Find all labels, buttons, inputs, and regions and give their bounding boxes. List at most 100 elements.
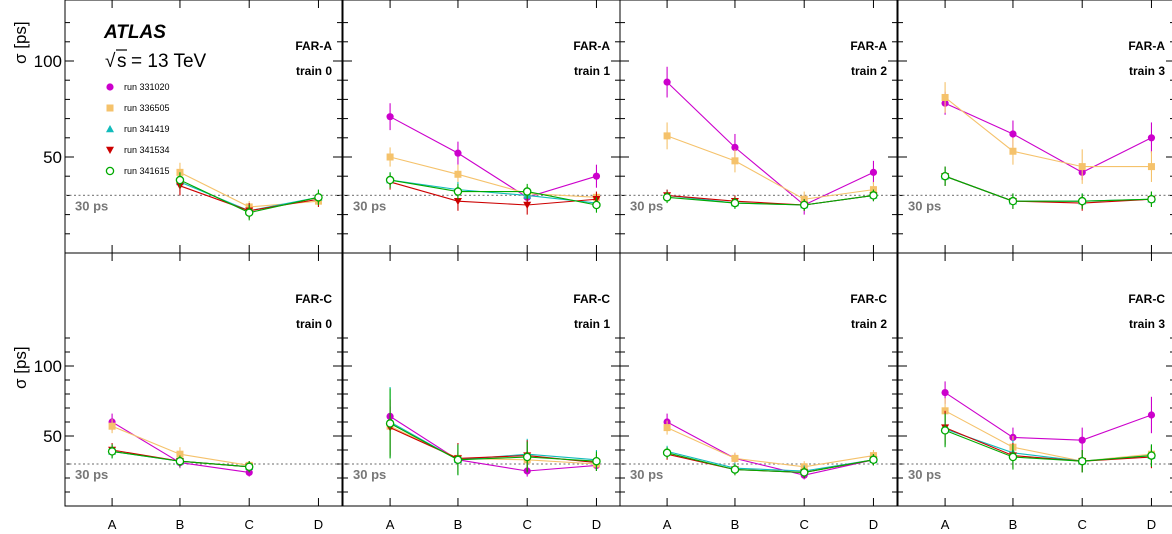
series-run-341534 xyxy=(663,448,878,478)
data-point xyxy=(1078,163,1086,171)
reference-label: 30 ps xyxy=(630,467,663,482)
data-point xyxy=(385,419,395,428)
series-line xyxy=(944,175,1152,202)
legend-entry: run 331020 xyxy=(106,82,170,92)
panel-frame xyxy=(619,0,898,254)
legend-marker xyxy=(105,166,115,176)
x-tick-label: D xyxy=(1147,517,1156,532)
series-line xyxy=(389,425,597,465)
data-point xyxy=(244,208,254,217)
series-run-331020 xyxy=(108,413,253,477)
panel-far-a-train2: 30 ps FAR-A train 2 xyxy=(619,0,898,254)
panel-data xyxy=(175,162,323,221)
x-tick-label: D xyxy=(592,517,601,532)
x-tick-label: B xyxy=(454,517,463,532)
y-axis-label-top: σ [ps] xyxy=(11,21,30,64)
data-point xyxy=(592,172,601,180)
panel-side-label: FAR-A xyxy=(573,39,610,53)
legend: run 331020 run 336505 run 341419 run 341534… xyxy=(105,82,170,176)
data-point xyxy=(1147,194,1156,204)
y-axis-label-bottom: σ [ps] xyxy=(11,346,30,389)
series-run-341419 xyxy=(663,445,878,477)
data-point xyxy=(1147,451,1156,460)
legend-label: run 341419 xyxy=(124,124,170,134)
series-line xyxy=(389,181,597,206)
series-run-341615 xyxy=(385,388,601,476)
series-line xyxy=(666,421,874,476)
data-point xyxy=(799,468,809,477)
legend-entry: run 341419 xyxy=(106,124,170,134)
data-point xyxy=(1147,411,1156,419)
series-line xyxy=(666,81,874,206)
series-run-341419 xyxy=(941,412,1156,473)
data-point xyxy=(1077,456,1087,466)
data-point xyxy=(454,149,462,157)
series-run-341615 xyxy=(385,172,601,213)
data-point xyxy=(730,465,740,474)
data-point xyxy=(176,450,184,458)
series-line xyxy=(666,135,874,200)
legend-label: run 331020 xyxy=(124,82,170,92)
series-line xyxy=(944,428,1152,462)
series-run-341615 xyxy=(662,447,878,478)
sqrt-s-label: s xyxy=(117,51,127,72)
legend-entry: run 336505 xyxy=(106,103,170,113)
data-point xyxy=(662,448,672,458)
y-tick-label: 50 xyxy=(43,148,62,167)
panel-train-label: train 3 xyxy=(1129,317,1165,331)
data-point xyxy=(453,197,462,206)
panel-side-label: FAR-C xyxy=(850,292,887,306)
panel-data xyxy=(662,413,878,480)
panel-far-a-train1: 30 ps FAR-A train 1 xyxy=(342,0,621,254)
x-tick-label: C xyxy=(523,517,532,532)
panel-side-label: FAR-C xyxy=(295,292,332,306)
x-tick-label: D xyxy=(314,517,323,532)
series-line xyxy=(944,429,1152,462)
energy-label: √ s = 13 TeV xyxy=(105,49,207,72)
data-point xyxy=(940,426,950,435)
legend-marker xyxy=(106,104,114,112)
panel-train-label: train 2 xyxy=(851,64,887,78)
x-tick-label: B xyxy=(176,517,185,532)
series-run-341534 xyxy=(386,174,601,215)
series-run-331020 xyxy=(941,381,1156,453)
series-line xyxy=(944,427,1152,462)
reference-label: 30 ps xyxy=(630,198,663,213)
panel-side-label: FAR-A xyxy=(295,39,332,53)
y-tick-label: 50 xyxy=(43,427,62,446)
panel-side-label: FAR-C xyxy=(1128,292,1165,306)
panel-train-label: train 2 xyxy=(851,317,887,331)
x-tick-label: D xyxy=(869,517,878,532)
series-line xyxy=(667,194,874,206)
data-point xyxy=(175,175,185,185)
series-run-331020 xyxy=(663,66,878,215)
legend-entry: run 341534 xyxy=(106,145,170,155)
series-line xyxy=(389,415,597,472)
data-point xyxy=(731,157,739,165)
sqrt-symbol: √ xyxy=(105,51,116,72)
data-point xyxy=(869,168,878,176)
data-point xyxy=(731,143,739,151)
data-point xyxy=(731,454,739,462)
data-point xyxy=(175,456,185,466)
panel-train-label: train 1 xyxy=(574,317,610,331)
panel-far-a-train0: 50 100 30 ps FAR-A train 0 xyxy=(34,0,343,254)
data-point xyxy=(1078,436,1086,444)
data-point xyxy=(386,153,394,161)
legend-marker xyxy=(106,83,114,91)
series-run-341615 xyxy=(940,166,1156,209)
data-point xyxy=(1077,196,1087,206)
series-line xyxy=(390,179,597,204)
text-layer: σ [ps] σ [ps] ATLAS √ s = 13 TeV xyxy=(11,21,207,389)
legend-label: run 341615 xyxy=(124,166,170,176)
series-line xyxy=(944,175,1152,202)
data-point xyxy=(1147,134,1156,142)
panel-data xyxy=(662,66,878,215)
data-layer xyxy=(107,66,1156,480)
panel-far-c-train1: A B C D 30 ps FAR-C train 1 xyxy=(342,252,621,532)
data-point xyxy=(1009,147,1017,155)
data-point xyxy=(1147,163,1155,171)
panel-data xyxy=(107,413,254,477)
x-tick-label: C xyxy=(1078,517,1087,532)
